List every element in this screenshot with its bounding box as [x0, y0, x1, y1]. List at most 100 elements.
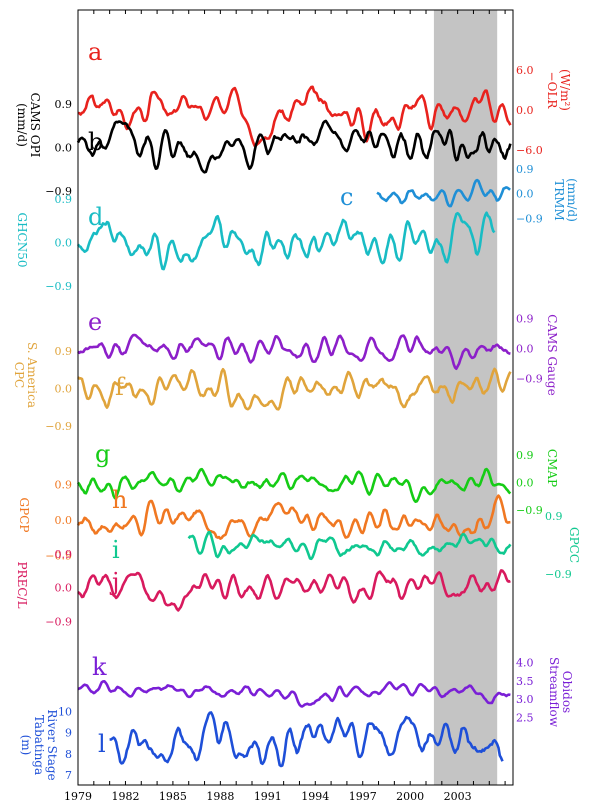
series-line-a — [77, 85, 512, 148]
series-axis-label-line: CPC — [12, 362, 26, 388]
series-tick-label-d: 0.9 — [55, 193, 73, 206]
series-tick-label-e: 0.9 — [516, 312, 534, 325]
series-tick-label-g: −0.9 — [516, 504, 543, 517]
series-axis-label-line: (mm/d) — [15, 103, 29, 147]
series-line-i — [187, 531, 512, 561]
series-axis-label-line: CMAP — [545, 449, 559, 487]
series-line-j — [77, 569, 511, 612]
series-tick-label-c: 0.9 — [516, 163, 534, 176]
series-tick-label-a: 0.0 — [516, 104, 534, 117]
series-tick-label-e: −0.9 — [516, 372, 543, 385]
series-axis-label-b: (mm/d) CAMS OPI — [15, 93, 42, 158]
series-letter-a: a — [88, 38, 102, 66]
series-line-h — [76, 494, 511, 540]
x-tick-label: 1985 — [159, 790, 187, 803]
series-tick-label-k: 2.5 — [516, 712, 534, 725]
series-axis-label-l: (m) Tabatinga River Stage — [19, 709, 59, 780]
series-tick-label-b: 0.9 — [55, 98, 73, 111]
series-tick-label-g: 0.9 — [516, 449, 534, 462]
series-axis-label-line: GPCP — [17, 498, 31, 533]
series-line-d — [76, 211, 496, 271]
series-axis-label-line: River Stage — [45, 709, 59, 780]
series-tick-label-l: 10 — [58, 705, 72, 718]
series-tick-label-a: −6.0 — [516, 144, 543, 157]
series-tick-label-l: 7 — [65, 769, 72, 782]
x-tick-label: 2000 — [396, 790, 424, 803]
series-tick-label-k: 3.5 — [516, 675, 534, 688]
series-letter-e: e — [88, 308, 102, 336]
series-axis-label-line: −OLR — [545, 72, 559, 110]
series-letter-b: b — [88, 128, 103, 156]
series-axis-label-line: Obidos — [560, 671, 574, 713]
series-tick-label-k: 3.0 — [516, 693, 534, 706]
series-tick-label-i: 0.9 — [545, 510, 563, 523]
series-axis-label-j: PREC/L — [15, 561, 29, 608]
series-letter-k: k — [92, 653, 107, 681]
series-axis-label-d: GHCN50 — [15, 212, 29, 267]
series-axis-label-line: CAMS OPI — [28, 93, 42, 158]
series-axis-label-c: TRMM (mm/d) — [552, 178, 579, 222]
series-tick-label-c: −0.9 — [516, 212, 543, 225]
series-line-c — [376, 178, 511, 208]
series-tick-label-h: 0.0 — [55, 514, 73, 527]
series-tick-label-h: −0.9 — [45, 549, 72, 562]
series-tick-label-f: 0.0 — [55, 382, 73, 395]
series-axis-label-f: CPC S. America — [12, 342, 39, 408]
series-tick-label-f: 0.9 — [55, 345, 73, 358]
shaded-period — [433, 10, 498, 785]
series-tick-label-e: 0.0 — [516, 342, 534, 355]
series-line-g — [76, 467, 512, 503]
series-axis-label-line: (m) — [19, 735, 33, 756]
x-tick-label: 2003 — [444, 790, 472, 803]
x-tick-label: 1982 — [111, 790, 139, 803]
series-line-b — [76, 119, 512, 174]
series-tick-label-h: 0.9 — [55, 479, 73, 492]
series-tick-label-b: −0.9 — [45, 185, 72, 198]
series-tick-label-g: 0.0 — [516, 477, 534, 490]
x-tick-label: 1991 — [254, 790, 282, 803]
series-letter-c: c — [340, 183, 353, 211]
series-tick-label-i: −0.9 — [545, 568, 572, 581]
series-tick-label-k: 4.0 — [516, 656, 534, 669]
series-tick-label-c: 0.0 — [516, 188, 534, 201]
series-letter-i: i — [112, 536, 120, 564]
series-axis-label-line: CAMS Gauge — [545, 314, 559, 395]
series-line-k — [77, 680, 511, 708]
series-tick-label-j: −0.9 — [45, 615, 72, 628]
series-axis-label-a: −OLR (W/m²) — [545, 69, 572, 111]
x-tick-label: 1988 — [206, 790, 234, 803]
series-axis-label-k: Streamflow Obidos — [547, 657, 574, 728]
series-letter-j: j — [109, 568, 119, 596]
series-line-e — [77, 333, 511, 370]
x-tick-label: 1979 — [64, 790, 92, 803]
series-tick-label-f: −0.9 — [45, 420, 72, 433]
series-tick-label-a: 6.0 — [516, 64, 534, 77]
series-axis-label-i: GPCC — [567, 527, 581, 563]
series-axis-label-g: CMAP — [545, 449, 559, 487]
series-tick-label-l: 8 — [65, 748, 72, 761]
x-tick-label: 1994 — [301, 790, 329, 803]
series-axis-label-e: CAMS Gauge — [545, 314, 559, 395]
series-axis-label-line: GHCN50 — [15, 212, 29, 267]
series-axis-label-line: S. America — [25, 342, 39, 408]
series-letter-f: f — [115, 373, 126, 401]
series-axis-label-line: GPCC — [567, 527, 581, 563]
series-tick-label-d: −0.9 — [45, 280, 72, 293]
series-tick-label-l: 9 — [65, 727, 72, 740]
series-letter-d: d — [88, 203, 103, 231]
series-line-f — [77, 367, 512, 411]
series-tick-label-d: 0.0 — [55, 237, 73, 250]
series-letter-g: g — [95, 440, 110, 468]
series-letter-h: h — [112, 486, 127, 514]
series-tick-label-j: 0.9 — [55, 548, 73, 561]
series-axis-label-line: TRMM — [552, 179, 566, 221]
plot-frame — [77, 9, 514, 786]
series-axis-label-h: GPCP — [17, 498, 31, 533]
series-line-l — [109, 711, 504, 768]
x-tick-label: 1997 — [349, 790, 377, 803]
series-letter-l: l — [98, 730, 106, 758]
series-axis-label-line: (mm/d) — [565, 178, 579, 222]
series-axis-label-line: PREC/L — [15, 561, 29, 608]
